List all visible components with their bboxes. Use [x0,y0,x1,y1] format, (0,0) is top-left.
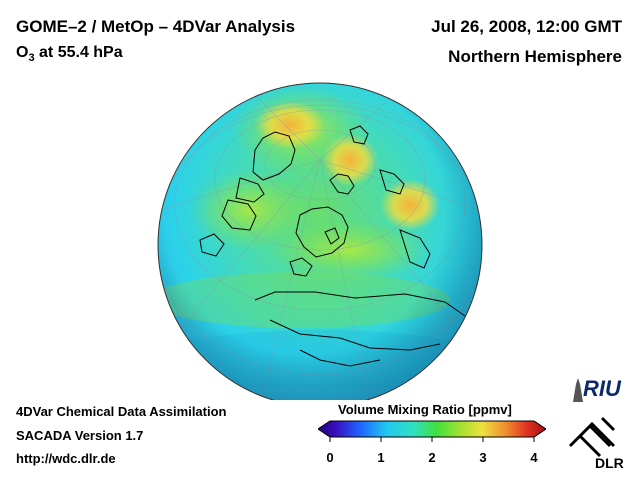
colorbar-tick-label: 1 [377,450,385,465]
ozone-globe-map [157,82,483,400]
footer-line-1: 4DVar Chemical Data Assimilation [16,404,227,419]
species-prefix: O [16,44,29,61]
dlr-logo-text: DLR [595,455,624,471]
species-level-label: O3 at 55.4 hPa [16,44,123,64]
datetime-label: Jul 26, 2008, 12:00 GMT [431,17,622,36]
colorbar [318,420,546,442]
riu-logo-text: RIU [583,376,622,401]
footer-url: http://wdc.dlr.de [16,451,116,466]
colorbar-tick-label: 2 [428,450,436,465]
species-level: at 55.4 hPa [34,44,123,61]
globe-shading [157,82,483,400]
map-title: GOME–2 / MetOp – 4DVar Analysis [16,17,296,36]
footer-line-2: SACADA Version 1.7 [16,428,144,443]
species-subscript: 3 [28,52,35,65]
colorbar-tick-label: 3 [479,450,487,465]
region-label: Northern Hemisphere [448,47,622,66]
colorbar-title: Volume Mixing Ratio [ppmv] [338,402,512,417]
riu-logo: RIU [573,376,622,402]
colorbar-tick-label: 0 [326,450,334,465]
dlr-logo: DLR [568,416,624,471]
colorbar-tick-label: 4 [530,450,538,465]
